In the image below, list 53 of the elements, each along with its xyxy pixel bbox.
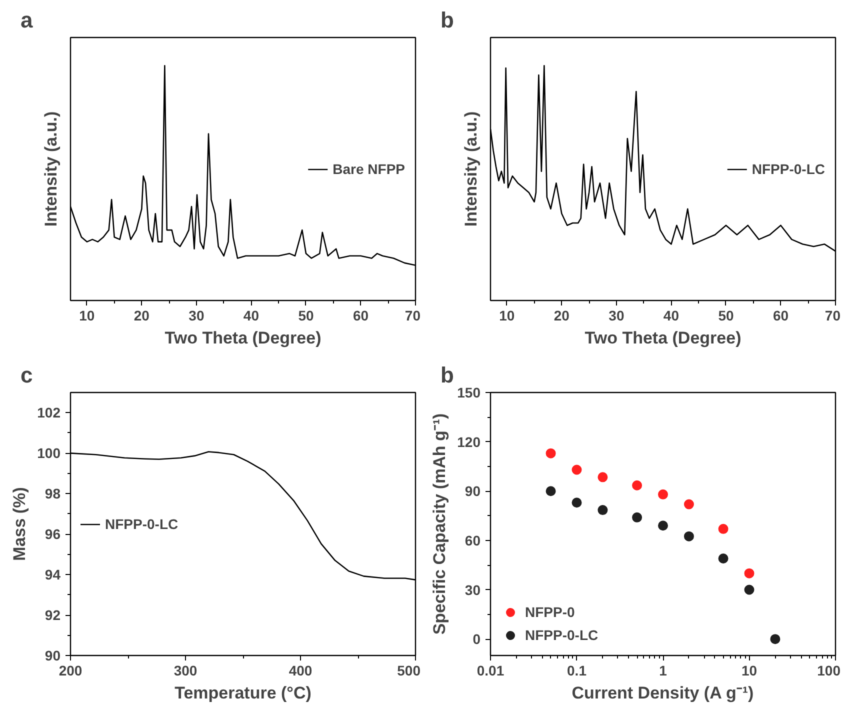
chart-title: b — [440, 362, 454, 388]
y-axis-title: Specific Capacity (mAh g⁻¹) — [430, 413, 450, 635]
x-axis-title: Two Theta (Degree) — [584, 328, 742, 348]
x-tick-label: 70 — [824, 308, 841, 324]
x-tick-label: 40 — [663, 308, 680, 324]
legend-label: NFPP-0-LC — [525, 627, 598, 643]
x-tick-label: 500 — [397, 662, 421, 678]
y-tick-label: 0 — [472, 631, 481, 648]
legend-label: NFPP-0-LC — [105, 516, 178, 532]
chart-title: c — [20, 362, 33, 388]
y-tick-label: 98 — [44, 486, 61, 502]
x-tick-label: 0.1 — [567, 662, 587, 678]
y-tick-label: 92 — [44, 607, 61, 624]
x-tick-label: 50 — [718, 308, 734, 324]
x-tick-label: 10 — [499, 308, 515, 324]
chart-title: a — [20, 8, 34, 32]
legend-label: Bare NFPP — [332, 160, 405, 176]
y-tick-label: 94 — [44, 566, 61, 583]
x-tick-label: 60 — [772, 308, 789, 324]
x-tick-label: 60 — [352, 308, 369, 324]
y-tick-label: 30 — [464, 582, 481, 598]
y-tick-label: 60 — [464, 532, 481, 548]
y-tick-label: 102 — [37, 404, 61, 421]
x-tick-label: 50 — [298, 308, 314, 324]
x-tick-label: 0.01 — [476, 662, 504, 678]
x-axis-title: Two Theta (Degree) — [164, 328, 322, 348]
x-tick-label: 20 — [134, 308, 150, 324]
x-tick-label: 10 — [79, 308, 95, 324]
x-tick-label: 200 — [58, 662, 82, 678]
y-axis-title: Mass (%) — [10, 487, 30, 561]
x-tick-label: 400 — [288, 662, 312, 678]
x-tick-label: 30 — [188, 308, 204, 324]
x-axis-title: Temperature (°C) — [174, 684, 312, 702]
x-tick-label: 20 — [554, 308, 570, 324]
y-axis-title: Intensity (a.u.) — [42, 111, 60, 227]
x-tick-label: 10 — [741, 662, 758, 678]
y-tick-label: 90 — [464, 483, 481, 500]
y-tick-label: 96 — [44, 526, 61, 542]
x-tick-label: 70 — [404, 308, 421, 324]
y-tick-label: 150 — [457, 384, 481, 400]
x-axis-title: Current Density (A g⁻¹) — [572, 684, 754, 702]
x-tick-label: 1 — [659, 662, 668, 678]
chart-title: b — [440, 8, 454, 32]
x-tick-label: 40 — [243, 308, 260, 324]
y-tick-label: 100 — [37, 445, 61, 462]
x-tick-label: 100 — [817, 662, 841, 678]
legend-label: NFPP-0-LC — [752, 160, 825, 176]
y-tick-label: 120 — [457, 434, 481, 450]
y-axis-title: Intensity (a.u.) — [462, 111, 480, 227]
x-tick-label: 300 — [174, 662, 198, 678]
legend-label: NFPP-0 — [525, 604, 575, 620]
y-tick-label: 90 — [44, 648, 61, 664]
x-tick-label: 30 — [608, 308, 624, 324]
